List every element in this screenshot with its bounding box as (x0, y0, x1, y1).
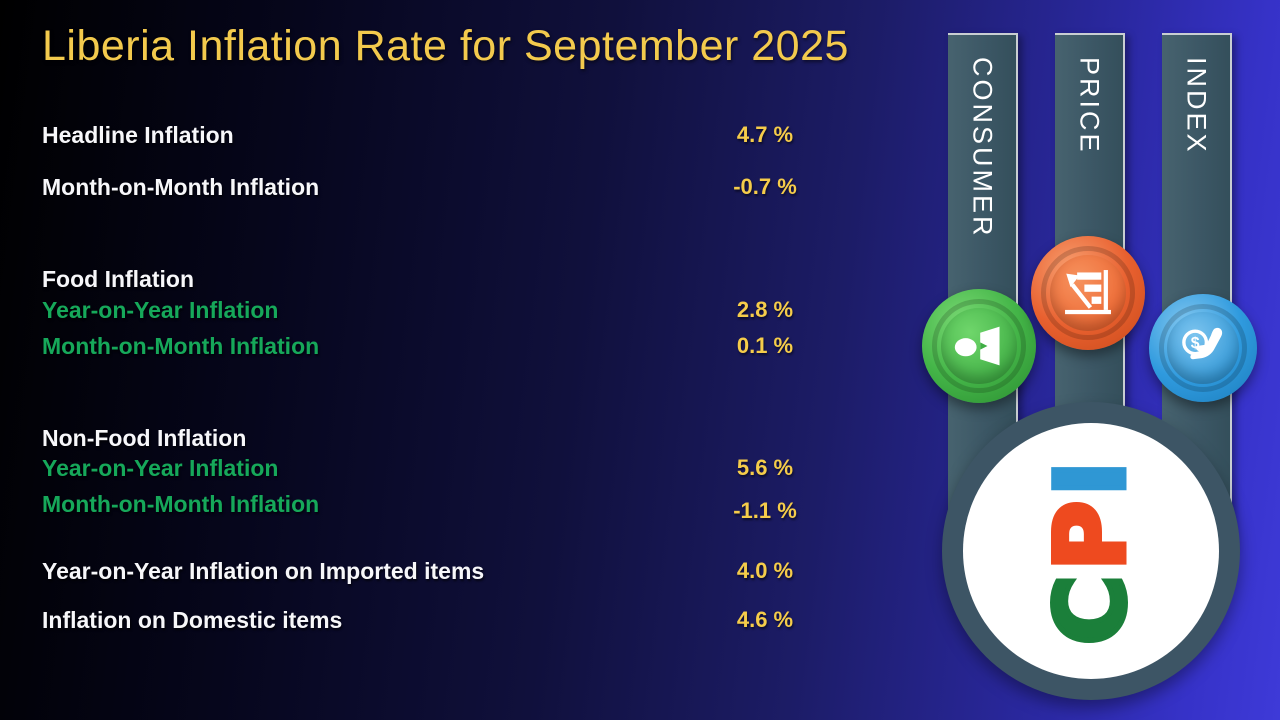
price-badge (1031, 236, 1145, 350)
stat-row-mom: Month-on-Month Inflation -0.7 % (42, 172, 802, 202)
cpi-letter-c: C (1033, 568, 1150, 647)
index-badge: $ (1149, 294, 1257, 402)
index-badge-inner: $ (1167, 312, 1239, 384)
stat-label: Year-on-Year Inflation on Imported items (42, 558, 485, 584)
section-header-label: Food Inflation (42, 266, 195, 292)
dollar-symbol: $ (1191, 335, 1200, 352)
price-chart-icon (1065, 270, 1111, 315)
stat-row-domestic: Inflation on Domestic items 4.6 % (42, 605, 802, 635)
cpi-letter-p: P (1033, 494, 1150, 573)
stat-row-imported: Year-on-Year Inflation on Imported items… (42, 556, 802, 586)
stat-label: Year-on-Year Inflation (42, 297, 279, 323)
consumer-badge-inner (941, 308, 1017, 384)
ribbon-price-label: PRICE (1074, 57, 1105, 155)
stat-value: 0.1 % (736, 333, 794, 358)
page-title: Liberia Inflation Rate for September 202… (42, 22, 849, 70)
ribbon-index-label: INDEX (1181, 57, 1212, 155)
cpi-letter-i: I (1033, 454, 1150, 499)
stat-value: 5.6 % (736, 455, 794, 480)
stat-label: Month-on-Month Inflation (42, 333, 320, 359)
stat-row-headline: Headline Inflation 4.7 % (42, 120, 802, 150)
consumer-badge (922, 289, 1036, 403)
consumer-icon (954, 326, 1000, 366)
stat-value: 4.7 % (736, 122, 794, 147)
stat-label: Month-on-Month Inflation (42, 491, 320, 517)
stat-row-food-mom: Month-on-Month Inflation 0.1 % (42, 331, 802, 361)
cpi-badge-disc (963, 423, 1219, 679)
stat-label: Inflation on Domestic items (42, 607, 343, 633)
stat-label: Year-on-Year Inflation (42, 455, 279, 481)
section-header-label: Non-Food Inflation (42, 425, 247, 451)
stat-value: 4.0 % (736, 558, 794, 583)
section-header-nonfood: Non-Food Inflation (42, 423, 802, 453)
money-hand-icon: $ (1182, 327, 1223, 360)
stat-label: Headline Inflation (42, 122, 234, 148)
stat-value: 4.6 % (736, 607, 794, 632)
stat-label: Month-on-Month Inflation (42, 174, 320, 200)
section-header-food: Food Inflation (42, 264, 802, 294)
stat-value: 2.8 % (736, 297, 794, 322)
stat-row-food-yoy: Year-on-Year Inflation 2.8 % (42, 295, 802, 325)
ribbon-consumer-label: CONSUMER (967, 57, 998, 239)
stat-value: -0.7 % (733, 174, 797, 199)
price-badge-inner (1050, 255, 1126, 331)
stat-row-nonfood-mom: Month-on-Month Inflation -1.1 % (42, 489, 802, 523)
stat-value: -1.1 % (733, 498, 797, 523)
stat-row-nonfood-yoy: Year-on-Year Inflation 5.6 % (42, 453, 802, 483)
